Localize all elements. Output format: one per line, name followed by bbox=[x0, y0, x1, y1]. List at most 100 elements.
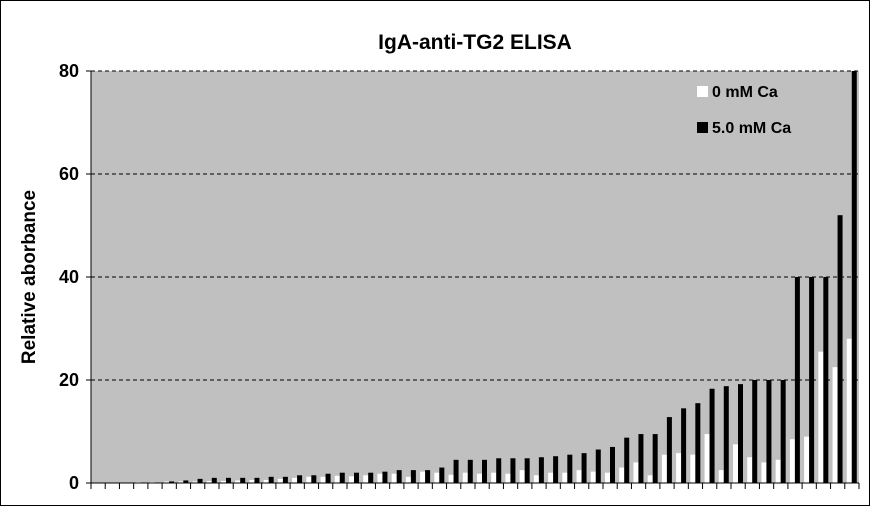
bar-0mM-ca bbox=[448, 474, 454, 483]
bar-5mM-ca bbox=[297, 475, 303, 483]
bar-0mM-ca bbox=[164, 481, 170, 483]
bar-0mM-ca bbox=[761, 462, 767, 483]
y-tick-label: 80 bbox=[59, 61, 79, 81]
legend: 0 mM Ca 5.0 mM Ca bbox=[697, 84, 791, 137]
bar-0mM-ca bbox=[619, 467, 625, 483]
bar-5mM-ca bbox=[453, 459, 459, 483]
bar-5mM-ca bbox=[538, 457, 544, 483]
bar-5mM-ca bbox=[595, 449, 601, 483]
bar-0mM-ca bbox=[235, 480, 241, 483]
bar-5mM-ca bbox=[368, 472, 374, 483]
bar-5mM-ca bbox=[211, 477, 217, 483]
bar-5mM-ca bbox=[226, 477, 231, 483]
bar-5mM-ca bbox=[183, 480, 189, 483]
bar-5mM-ca bbox=[666, 417, 672, 483]
bar-5mM-ca bbox=[723, 386, 729, 483]
bar-5mM-ca bbox=[197, 478, 203, 483]
bar-5mM-ca bbox=[382, 471, 388, 483]
bar-0mM-ca bbox=[221, 480, 226, 483]
chart-title: IgA-anti-TG2 ELISA bbox=[378, 31, 572, 54]
bar-5mM-ca bbox=[567, 454, 573, 483]
y-tick-label: 0 bbox=[69, 473, 79, 493]
bar-0mM-ca bbox=[548, 472, 554, 483]
bar-5mM-ca bbox=[638, 434, 644, 483]
bar-5mM-ca bbox=[282, 476, 288, 483]
bar-5mM-ca bbox=[240, 477, 246, 483]
bar-5mM-ca bbox=[410, 470, 416, 484]
bar-5mM-ca bbox=[752, 380, 758, 483]
bar-0mM-ca bbox=[292, 477, 298, 483]
bar-0mM-ca bbox=[661, 454, 667, 483]
bar-5mM-ca bbox=[624, 437, 630, 483]
bar-5mM-ca bbox=[524, 458, 530, 483]
bar-5mM-ca bbox=[837, 215, 843, 483]
bar-0mM-ca bbox=[633, 462, 639, 483]
bar-5mM-ca bbox=[169, 481, 175, 483]
bar-0mM-ca bbox=[789, 439, 795, 483]
bar-0mM-ca bbox=[391, 473, 397, 483]
bar-5mM-ca bbox=[681, 408, 687, 483]
bar-0mM-ca bbox=[519, 470, 525, 484]
bar-0mM-ca bbox=[491, 472, 497, 483]
bar-5mM-ca bbox=[268, 476, 274, 483]
y-tick-label: 20 bbox=[59, 370, 79, 390]
bar-5mM-ca bbox=[311, 475, 317, 483]
bar-0mM-ca bbox=[832, 367, 838, 484]
legend-label-5mM: 5.0 mM Ca bbox=[712, 120, 791, 137]
bar-5mM-ca bbox=[780, 380, 786, 483]
legend-swatch-0mM bbox=[697, 86, 708, 97]
bar-5mM-ca bbox=[652, 434, 658, 483]
bar-0mM-ca bbox=[477, 473, 482, 483]
bar-0mM-ca bbox=[405, 476, 411, 483]
y-tick-label: 60 bbox=[59, 164, 79, 184]
bar-5mM-ca bbox=[610, 446, 615, 483]
bar-5mM-ca bbox=[695, 403, 701, 483]
bar-0mM-ca bbox=[320, 476, 326, 483]
bar-0mM-ca bbox=[605, 472, 610, 483]
y-tick-label: 40 bbox=[59, 267, 79, 287]
bar-0mM-ca bbox=[377, 473, 383, 483]
bar-0mM-ca bbox=[846, 338, 852, 483]
bar-0mM-ca bbox=[562, 472, 568, 483]
bar-0mM-ca bbox=[704, 434, 710, 483]
bar-5mM-ca bbox=[482, 459, 487, 483]
bar-5mM-ca bbox=[396, 470, 402, 484]
bar-5mM-ca bbox=[823, 277, 829, 483]
bar-0mM-ca bbox=[277, 478, 283, 483]
bar-5mM-ca bbox=[496, 458, 502, 483]
bar-0mM-ca bbox=[249, 479, 255, 483]
bar-0mM-ca bbox=[647, 475, 653, 483]
legend-swatch-5mM bbox=[697, 122, 708, 133]
bar-0mM-ca bbox=[420, 471, 426, 483]
bar-5mM-ca bbox=[766, 380, 772, 483]
bar-0mM-ca bbox=[775, 459, 781, 483]
bar-5mM-ca bbox=[339, 472, 345, 483]
bar-0mM-ca bbox=[718, 470, 724, 484]
bar-5mM-ca bbox=[709, 388, 715, 483]
bar-0mM-ca bbox=[149, 481, 155, 483]
bar-5mM-ca bbox=[354, 472, 359, 483]
bars bbox=[93, 71, 857, 484]
bar-0mM-ca bbox=[192, 481, 198, 483]
bar-0mM-ca bbox=[533, 475, 539, 483]
bar-0mM-ca bbox=[349, 476, 354, 483]
bar-0mM-ca bbox=[747, 457, 753, 483]
bar-0mM-ca bbox=[818, 351, 824, 483]
bar-5mM-ca bbox=[254, 477, 260, 483]
bar-0mM-ca bbox=[590, 471, 596, 483]
bar-0mM-ca bbox=[804, 436, 810, 483]
bar-0mM-ca bbox=[690, 454, 696, 483]
bar-0mM-ca bbox=[363, 475, 369, 483]
bar-0mM-ca bbox=[505, 473, 511, 483]
bar-5mM-ca bbox=[510, 458, 516, 483]
bar-0mM-ca bbox=[135, 481, 141, 483]
bar-5mM-ca bbox=[581, 453, 587, 483]
bar-5mM-ca bbox=[851, 71, 857, 483]
bar-5mM-ca bbox=[325, 473, 331, 483]
bar-5mM-ca bbox=[809, 277, 815, 483]
bar-0mM-ca bbox=[306, 476, 312, 483]
y-axis: 0 20 40 60 80 bbox=[59, 61, 92, 493]
gridlines bbox=[91, 70, 859, 381]
